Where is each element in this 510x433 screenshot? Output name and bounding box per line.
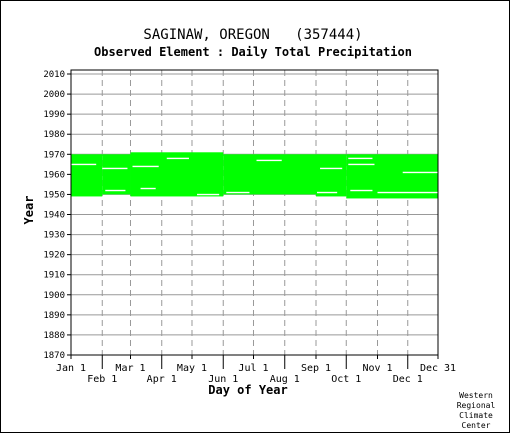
x-tick-label: Jul 1: [238, 363, 268, 374]
data-gap: [402, 171, 438, 174]
y-tick-label: 2000: [43, 90, 65, 100]
credit-line: Climate: [459, 411, 493, 420]
data-gap: [226, 191, 250, 194]
data-gap: [132, 165, 159, 168]
data-gap: [377, 191, 438, 194]
x-tick-label: Dec 1: [393, 374, 423, 385]
data-gap: [350, 189, 373, 192]
data-coverage-block: [316, 154, 347, 197]
data-gap: [71, 163, 97, 166]
x-tick-label: Oct 1: [331, 374, 361, 385]
plot-border: [70, 69, 439, 356]
y-tick-label: 1870: [43, 351, 65, 361]
data-coverage-block: [102, 154, 131, 195]
x-tick-label: Jun 1: [208, 374, 238, 385]
data-coverage-block: [346, 154, 438, 199]
data-gap: [197, 193, 220, 196]
data-gap: [166, 157, 189, 160]
y-tick-label: 1920: [43, 251, 65, 261]
x-axis-label: Day of Year: [208, 383, 287, 397]
y-tick-label: 1890: [43, 311, 65, 321]
chart-subtitle: Observed Element : Daily Total Precipita…: [94, 45, 412, 59]
y-tick-label: 1910: [43, 271, 65, 281]
y-tick-label: 1880: [43, 331, 65, 341]
data-gap: [348, 163, 375, 166]
data-gap: [348, 157, 373, 160]
x-tick-label: Feb 1: [87, 374, 117, 385]
y-tick-label: 1970: [43, 150, 65, 160]
x-tick-label: Nov 1: [362, 363, 392, 374]
y-tick-label: 1990: [43, 110, 65, 120]
data-coverage-block: [71, 154, 103, 197]
x-tick-label: Jan 1: [56, 363, 86, 374]
x-tick-label: Apr 1: [147, 374, 177, 385]
data-gap: [320, 167, 343, 170]
y-tick-label: 1900: [43, 291, 65, 301]
data-gap: [140, 187, 156, 190]
y-tick-label: 1960: [43, 170, 65, 180]
data-gap: [256, 159, 282, 162]
x-tick-label: Sep 1: [301, 363, 331, 374]
credit-block: Western Regional Climate Center: [457, 391, 496, 430]
x-tick-label: Dec 31: [420, 363, 456, 374]
credit-line: Western: [459, 391, 493, 400]
y-tick-label: 1950: [43, 190, 65, 200]
y-axis-label: Year: [22, 196, 36, 225]
data-gap: [105, 189, 126, 192]
x-tick-label: May 1: [177, 363, 207, 374]
y-tick-label: 1980: [43, 130, 65, 140]
chart-title: SAGINAW, OREGON (357444): [143, 27, 362, 43]
plot-area: [71, 70, 438, 355]
y-tick-label: 2010: [43, 70, 65, 80]
data-gap: [317, 191, 338, 194]
y-tick-label: 1930: [43, 231, 65, 241]
y-tick-label: 1940: [43, 211, 65, 221]
x-tick-label: Mar 1: [115, 363, 145, 374]
credit-line: Regional: [457, 401, 496, 410]
x-tick-label: Aug 1: [270, 374, 300, 385]
credit-line: Center: [462, 421, 491, 430]
data-gap: [102, 167, 128, 170]
